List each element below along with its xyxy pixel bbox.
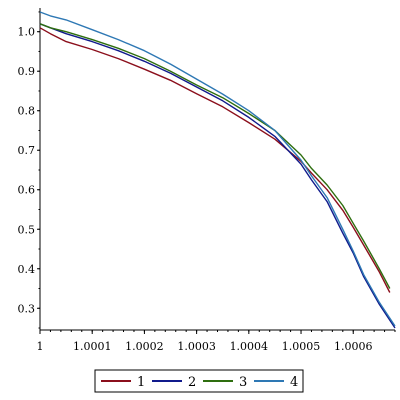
legend-label-1: 1: [137, 375, 145, 390]
legend-label-4: 4: [290, 375, 298, 390]
y-tick-label: 0.4: [18, 263, 36, 276]
series-line-2: [39, 23, 396, 329]
y-tick-label: 0.8: [18, 105, 36, 118]
y-tick-label: 0.7: [18, 144, 36, 157]
x-tick-label: 1.0003: [177, 340, 216, 353]
y-tick-label: 0.5: [18, 223, 36, 236]
y-tick-label: 0.3: [18, 302, 36, 315]
y-tick-label: 1.0: [18, 26, 36, 39]
x-tick-label: 1.0001: [73, 340, 112, 353]
x-tick-label: 1.0005: [282, 340, 321, 353]
axes: 0.3 0.4 0.5 0.6 0.7 0.8 0.9 1.0 1 1.0001 1.0002 1.0…: [18, 8, 396, 353]
series-lines: [39, 11, 396, 329]
series-line-1: [39, 27, 391, 293]
legend-label-3: 3: [239, 375, 247, 390]
x-tick-label: 1.0002: [125, 340, 164, 353]
series-line-3: [39, 23, 391, 289]
x-tick-label: 1.0006: [334, 340, 373, 353]
series-line-4: [39, 11, 396, 327]
y-tick-label: 0.6: [18, 184, 36, 197]
y-tick-label: 0.9: [18, 65, 36, 78]
x-tick-label: 1: [37, 340, 44, 353]
legend-box: [94, 369, 304, 393]
legend-label-2: 2: [188, 375, 196, 390]
legend: 1 2 3 4: [94, 369, 304, 393]
x-tick-label: 1.0004: [230, 340, 269, 353]
